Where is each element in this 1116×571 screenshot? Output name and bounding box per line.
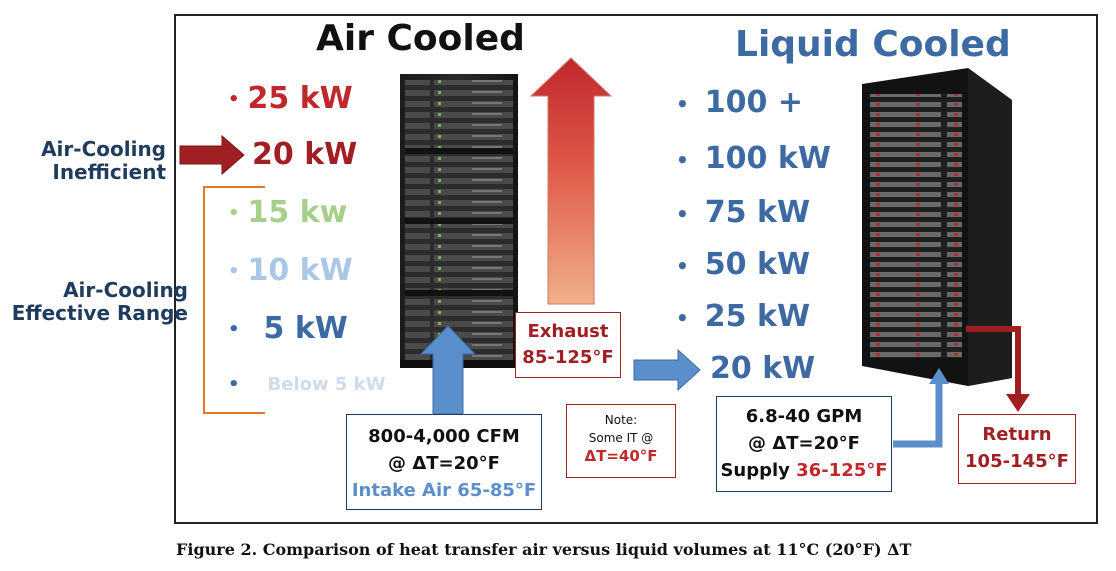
liquid-item-100kw: • 100 kW [676,141,831,176]
liquid-item-100plus: • 100 + [676,85,803,120]
air-cooling-effective-label: Air-Cooling Effective Range [11,278,188,325]
air-item-15kw: • 15 kw [228,195,348,230]
exhaust-arrow-icon [529,57,613,305]
intake-arrow-icon [419,325,477,415]
return-arrow-icon [966,326,1030,412]
figure-caption: Figure 2. Comparison of heat transfer ai… [176,540,912,559]
transfer-arrow-icon [633,348,701,392]
air-item-20kw: 20 kW [252,137,358,172]
intake-box: 800-4,000 CFM @ ΔT=20°F Intake Air 65-85… [346,414,542,510]
return-box: Return 105-145°F [958,414,1076,484]
air-cooling-inefficient-label: Air-Cooling Inefficient [41,137,166,184]
air-item-25kw: • 25 kW [228,81,353,116]
note-box: Note: Some IT @ ΔT=40°F [566,404,676,478]
air-item-below-5kw: • Below 5 kW [228,374,386,395]
inefficient-arrow-icon [179,134,245,176]
air-cooled-rack-image [400,74,518,368]
liquid-cooled-rack-image [862,68,1012,386]
effective-range-bracket [203,186,265,414]
supply-box: 6.8-40 GPM @ ΔT=20°F Supply 36-125°F [716,396,892,492]
air-item-5kw: • 5 kW [228,311,348,346]
liquid-item-75kw: • 75 kW [676,195,811,230]
exhaust-box: Exhaust 85-125°F [515,312,621,378]
liquid-item-25kw: • 25 kW [676,299,811,334]
supply-arrow-icon [893,368,949,448]
liquid-item-20kw: 20 kW [710,351,816,386]
air-cooled-title: Air Cooled [316,18,525,59]
liquid-cooled-title: Liquid Cooled [735,24,1011,65]
liquid-item-50kw: • 50 kW [676,247,811,282]
air-item-10kw: • 10 kW [228,253,353,288]
